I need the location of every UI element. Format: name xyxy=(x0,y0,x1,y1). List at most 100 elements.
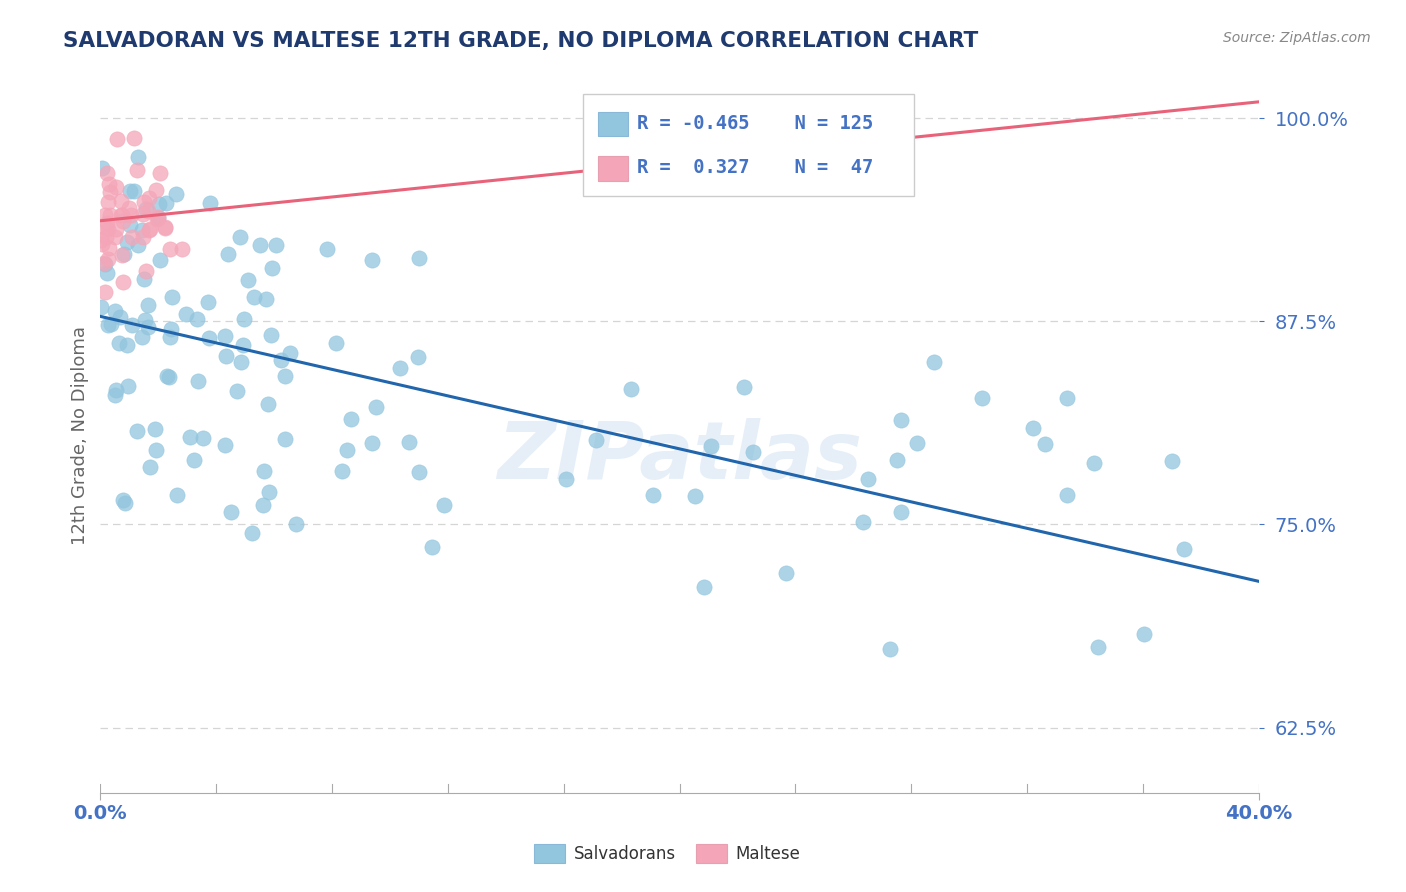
Point xyxy=(104,304,127,318)
Point xyxy=(1087,640,1109,655)
Point xyxy=(138,204,160,219)
Point xyxy=(96,166,118,180)
Point xyxy=(264,237,287,252)
Point xyxy=(146,211,169,226)
Point xyxy=(146,211,169,225)
Point xyxy=(134,272,156,286)
Point xyxy=(284,516,307,531)
Point xyxy=(174,307,197,321)
Point xyxy=(170,242,193,256)
Point xyxy=(98,242,121,256)
Point xyxy=(693,580,716,594)
Point xyxy=(922,354,945,368)
Point xyxy=(340,412,363,426)
Point xyxy=(159,242,181,256)
Point xyxy=(186,311,208,326)
Y-axis label: 12th Grade, No Diploma: 12th Grade, No Diploma xyxy=(72,326,89,544)
Text: Maltese: Maltese xyxy=(735,845,800,863)
Point xyxy=(127,150,149,164)
Point xyxy=(121,229,143,244)
Point xyxy=(1173,541,1195,556)
Point xyxy=(131,223,153,237)
Point xyxy=(253,464,276,478)
Point xyxy=(157,370,180,384)
Point xyxy=(879,642,901,657)
Point xyxy=(122,131,145,145)
Point xyxy=(125,162,148,177)
Point xyxy=(1033,437,1056,451)
Point xyxy=(111,248,134,262)
Point xyxy=(94,229,117,244)
Point xyxy=(112,246,135,260)
Point xyxy=(97,252,120,266)
Point xyxy=(229,229,252,244)
Point xyxy=(243,289,266,303)
Point xyxy=(315,243,337,257)
Point xyxy=(110,310,132,325)
Point xyxy=(138,459,160,474)
Point xyxy=(187,374,209,388)
Point xyxy=(104,222,127,236)
Point xyxy=(118,201,141,215)
Point xyxy=(408,251,430,265)
Point xyxy=(127,238,149,252)
Point xyxy=(198,331,221,345)
Point xyxy=(135,264,157,278)
Point xyxy=(252,498,274,512)
Point xyxy=(120,219,142,233)
Point xyxy=(179,430,201,444)
Point xyxy=(153,220,176,235)
Point xyxy=(733,380,755,394)
Point xyxy=(851,515,873,529)
Point xyxy=(200,196,222,211)
Point xyxy=(260,260,283,275)
Point xyxy=(105,131,128,145)
Point xyxy=(156,369,179,384)
Point xyxy=(131,230,153,244)
Point xyxy=(143,422,166,436)
Point xyxy=(100,318,122,332)
Point xyxy=(96,220,118,235)
Point xyxy=(166,487,188,501)
Point xyxy=(136,298,159,312)
Point xyxy=(336,442,359,457)
Point xyxy=(273,369,295,384)
Point xyxy=(90,300,112,314)
Point xyxy=(165,186,187,201)
Point xyxy=(270,352,292,367)
Point xyxy=(856,472,879,486)
Point xyxy=(232,338,254,352)
Point xyxy=(93,256,115,270)
Point xyxy=(775,566,797,580)
Point xyxy=(183,452,205,467)
Point xyxy=(700,438,723,452)
Point xyxy=(890,505,912,519)
Point xyxy=(135,202,157,217)
Point xyxy=(398,435,420,450)
Point xyxy=(104,230,127,244)
Point xyxy=(104,388,127,402)
Point xyxy=(108,336,131,351)
Point xyxy=(121,318,143,333)
Text: Source: ZipAtlas.com: Source: ZipAtlas.com xyxy=(1223,31,1371,45)
Point xyxy=(134,195,156,210)
Point xyxy=(160,290,183,304)
Point xyxy=(105,384,128,398)
Point xyxy=(970,391,993,405)
Point xyxy=(420,540,443,554)
Text: R = -0.465    N = 125: R = -0.465 N = 125 xyxy=(637,113,873,133)
Point xyxy=(1022,420,1045,434)
Point xyxy=(97,222,120,236)
Point xyxy=(159,322,181,336)
Text: ZIPatlas: ZIPatlas xyxy=(498,417,862,496)
Point xyxy=(114,496,136,510)
Point xyxy=(433,498,456,512)
Point xyxy=(94,257,117,271)
Point xyxy=(408,350,430,364)
Point xyxy=(641,488,664,502)
Point xyxy=(197,294,219,309)
Point xyxy=(325,336,347,351)
Point xyxy=(619,382,641,396)
Point xyxy=(148,197,170,211)
Point xyxy=(146,211,169,226)
